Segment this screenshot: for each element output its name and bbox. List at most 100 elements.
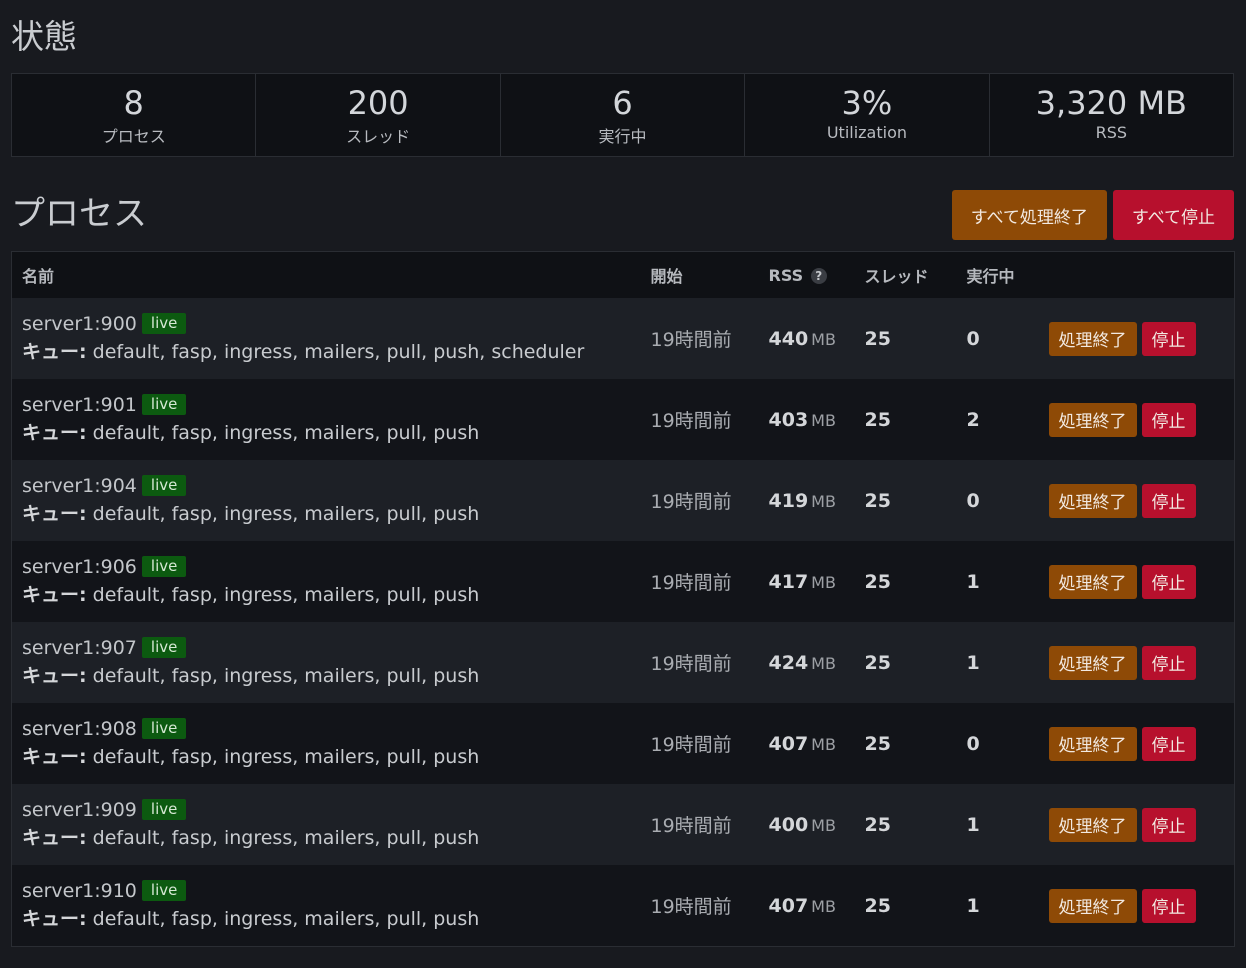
started-cell: 19時間前 [650,703,769,784]
row-actions: 処理終了 停止 [1048,645,1235,680]
stop-button[interactable]: 停止 [1141,321,1196,356]
column-name: 名前 [11,251,651,298]
status-badge: live [141,556,187,577]
started-cell: 19時間前 [650,622,769,703]
rss-value: 400 [768,813,809,836]
stat-label: Utilization [826,123,907,143]
row-actions: 処理終了 停止 [1048,402,1235,437]
status-badge: live [141,475,187,496]
started-cell: 19時間前 [650,460,769,541]
busy-cell: 0 [966,703,1049,784]
started-time: 19時間前 [650,734,732,756]
table-row: server1:907 live キュー: default, fasp, ingre… [11,622,1235,703]
rss-unit: MB [811,491,836,511]
stat-value: 200 [347,84,409,122]
queue-label: キュー: [22,745,87,768]
processes-table: 名前 開始 RSS ? スレッド 実行中 server1:900 live キュー:… [11,251,1235,947]
stop-button[interactable]: 停止 [1141,726,1196,761]
quiet-button[interactable]: 処理終了 [1048,888,1137,923]
process-identity: server1:906 live [22,554,651,580]
column-busy: 実行中 [966,251,1049,298]
started-time: 19時間前 [650,410,732,432]
process-cell: server1:908 live キュー: default, fasp, ingre… [11,703,651,784]
stat-label: 実行中 [598,127,647,147]
row-actions: 処理終了 停止 [1048,564,1235,599]
quiet-all-button[interactable]: すべて処理終了 [951,190,1107,240]
queue-label: キュー: [22,664,87,687]
stop-button[interactable]: 停止 [1141,483,1196,518]
queue-label: キュー: [22,826,87,849]
queue-names: default, fasp, ingress, mailers, pull, p… [92,502,480,525]
column-threads: スレッド [864,251,967,298]
stop-button[interactable]: 停止 [1141,888,1196,923]
stat-utilization: 3% Utilization [745,74,990,156]
process-cell: server1:901 live キュー: default, fasp, ingre… [11,379,651,460]
process-name: server1:900 [22,312,137,335]
column-actions [1048,251,1235,298]
quiet-button[interactable]: 処理終了 [1048,402,1137,437]
started-time: 19時間前 [650,653,732,675]
threads-value: 25 [864,489,891,512]
row-actions: 処理終了 停止 [1048,807,1235,842]
rss-cell: 419 MB [768,460,865,541]
started-time: 19時間前 [650,572,732,594]
rss-cell: 403 MB [768,379,865,460]
rss-unit: MB [811,572,836,592]
quiet-button[interactable]: 処理終了 [1048,321,1137,356]
rss-cell: 407 MB [768,865,865,947]
queue-list: キュー: default, fasp, ingress, mailers, pu… [22,742,651,772]
stop-button[interactable]: 停止 [1141,807,1196,842]
busy-value: 1 [966,894,980,917]
busy-cell: 0 [966,460,1049,541]
process-name: server1:907 [22,636,137,659]
stop-button[interactable]: 停止 [1141,402,1196,437]
stop-button[interactable]: 停止 [1141,564,1196,599]
quiet-button[interactable]: 処理終了 [1048,726,1137,761]
queue-names: default, fasp, ingress, mailers, pull, p… [92,583,480,606]
actions-cell: 処理終了 停止 [1048,298,1235,379]
process-name: server1:909 [22,798,137,821]
rss-cell: 440 MB [768,298,865,379]
rss-value: 417 [768,570,809,593]
queue-names: default, fasp, ingress, mailers, pull, p… [92,664,480,687]
process-cell: server1:906 live キュー: default, fasp, ingre… [11,541,651,622]
status-badge: live [141,394,187,415]
quiet-button[interactable]: 処理終了 [1048,807,1137,842]
row-actions: 処理終了 停止 [1048,726,1235,761]
queue-label: キュー: [22,583,87,606]
process-identity: server1:901 live [22,392,651,418]
actions-cell: 処理終了 停止 [1048,703,1235,784]
stop-button[interactable]: 停止 [1141,645,1196,680]
busy-value: 1 [966,651,980,674]
process-name: server1:908 [22,717,137,740]
stop-all-button[interactable]: すべて停止 [1112,190,1234,240]
process-identity: server1:908 live [22,716,651,742]
process-cell: server1:909 live キュー: default, fasp, ingre… [11,784,651,865]
status-heading: 状態 [11,17,77,56]
stat-value: 3% [841,84,893,122]
table-row: server1:909 live キュー: default, fasp, ingre… [11,784,1235,865]
busy-cell: 1 [966,865,1049,947]
queue-list: キュー: default, fasp, ingress, mailers, pu… [22,418,651,448]
quiet-button[interactable]: 処理終了 [1048,645,1137,680]
rss-cell: 407 MB [768,703,865,784]
queue-label: キュー: [22,502,87,525]
process-identity: server1:909 live [22,797,651,823]
queue-label: キュー: [22,340,87,363]
started-cell: 19時間前 [650,298,769,379]
table-row: server1:906 live キュー: default, fasp, ingre… [11,541,1235,622]
started-time: 19時間前 [650,896,732,918]
quiet-button[interactable]: 処理終了 [1048,564,1137,599]
help-icon[interactable]: ? [810,267,827,284]
row-actions: 処理終了 停止 [1048,483,1235,518]
threads-cell: 25 [864,298,967,379]
queue-label: キュー: [22,421,87,444]
started-time: 19時間前 [650,491,732,513]
threads-cell: 25 [864,379,967,460]
queue-names: default, fasp, ingress, mailers, pull, p… [92,340,585,363]
process-name: server1:910 [22,879,137,902]
busy-cell: 0 [966,298,1049,379]
threads-value: 25 [864,894,891,917]
quiet-button[interactable]: 処理終了 [1048,483,1137,518]
threads-cell: 25 [864,784,967,865]
